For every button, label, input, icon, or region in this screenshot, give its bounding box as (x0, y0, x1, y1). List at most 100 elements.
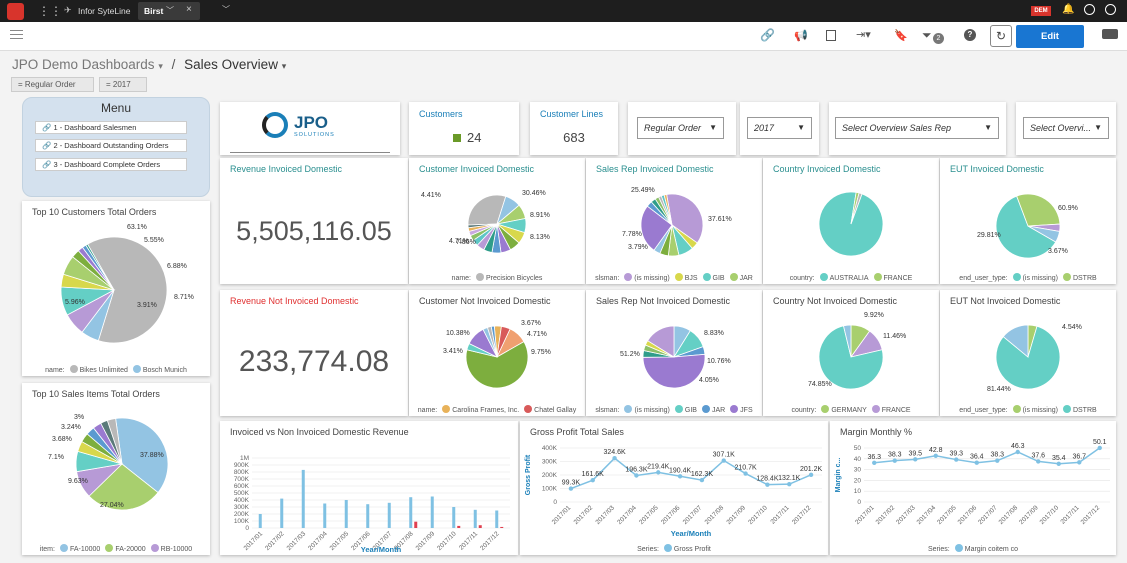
pie-slice[interactable] (642, 353, 706, 389)
legend-item[interactable]: (is missing) (634, 275, 670, 282)
close-icon[interactable]: × (186, 4, 192, 15)
pie-slice[interactable] (1027, 225, 1060, 243)
legend-item[interactable]: DSTRB (1072, 407, 1097, 414)
legend-item[interactable]: JAR (711, 407, 726, 414)
bar-invoiced[interactable] (344, 500, 348, 528)
bar-invoiced[interactable] (323, 503, 327, 529)
pie-slice[interactable] (843, 324, 852, 358)
bar-invoiced[interactable] (473, 509, 477, 528)
data-point[interactable] (568, 486, 574, 491)
data-point[interactable] (590, 477, 595, 483)
salesrep-select[interactable]: Select Overview Sales Rep ▼ (835, 117, 999, 139)
pie-chart[interactable]: 37.88% 27.04% 9.63% 7.1% 3.68% 3.24% 3% (22, 383, 210, 555)
bar-invoiced[interactable] (280, 498, 284, 528)
collapse-icon[interactable] (1102, 29, 1118, 39)
bar-invoiced[interactable] (387, 502, 391, 528)
breadcrumb-parent[interactable]: JPO Demo Dashboards (12, 57, 155, 72)
pie-slice[interactable] (106, 417, 123, 465)
data-point[interactable] (612, 455, 617, 461)
filter-chip-order[interactable]: = Regular Order (11, 77, 94, 92)
pie-chart[interactable]: 37.61% 3.79% 7.78% 25.49% (586, 158, 762, 284)
filter-chip-year[interactable]: = 2017 (99, 77, 147, 92)
pie-chart[interactable]: 9.92% 11.46% 74.85% (763, 290, 939, 416)
pie-chart[interactable]: 30.46% 8.91% 8.13% 7.86%4.71% 4.41% (409, 158, 585, 284)
pie-slice[interactable] (467, 223, 498, 229)
pie-slice[interactable] (663, 194, 673, 226)
pie-slice[interactable] (666, 193, 704, 244)
refresh-button[interactable]: ↻ (990, 25, 1012, 47)
bar-invoiced[interactable] (452, 507, 456, 528)
data-point[interactable] (787, 481, 792, 487)
menu-item-outstanding[interactable]: 🔗 2 - Dashboard Outstanding Orders (35, 139, 187, 152)
overview-select[interactable]: Select Overvi... ▼ (1023, 117, 1109, 139)
legend-item[interactable]: FA-10000 (69, 546, 101, 553)
bar-invoiced[interactable] (430, 496, 434, 529)
bell-icon[interactable]: 🔔 (1062, 4, 1075, 15)
data-point[interactable] (699, 477, 705, 483)
data-point[interactable] (892, 458, 897, 463)
series-line[interactable] (874, 447, 1101, 465)
legend-item[interactable]: GERMANY (831, 407, 867, 414)
data-point[interactable] (995, 458, 1000, 463)
pie-chart[interactable]: 4.54% 81.44% (940, 290, 1116, 416)
pie-chart[interactable]: 3.67% 4.71% 9.75% 3.41% 10.38% (409, 290, 585, 416)
apps-grid-icon[interactable]: ⋮⋮ (38, 4, 62, 18)
app-name[interactable]: Infor SyteLine (78, 6, 131, 16)
legend-item[interactable]: DSTRB (1072, 275, 1097, 282)
series-line[interactable] (570, 457, 812, 490)
hamburger-icon[interactable] (10, 30, 23, 39)
pie-slice[interactable] (850, 192, 863, 225)
pie-slice[interactable] (1002, 324, 1029, 358)
pie-chart[interactable]: 63.1% 5.55% 6.88% 8.71% 3.91% 5.96% (22, 201, 210, 376)
legend-item[interactable]: Chatel Gallay (534, 407, 577, 414)
tab-list-chevron-icon[interactable]: ﹀ (222, 5, 230, 14)
chevron-down-icon[interactable]: ▾ (281, 61, 287, 71)
announce-icon[interactable]: 📢 (794, 30, 808, 42)
legend-item[interactable]: FA-20000 (115, 546, 146, 553)
data-point[interactable] (954, 457, 959, 462)
chevron-down-icon[interactable]: ▾ (158, 61, 163, 71)
pie-slice[interactable] (995, 195, 1057, 259)
pie-slice[interactable] (85, 243, 115, 291)
data-point[interactable] (721, 458, 726, 463)
data-point[interactable] (1015, 449, 1020, 455)
legend-item[interactable]: Precision Bicycles (486, 275, 543, 282)
pie-slice[interactable] (115, 417, 169, 494)
bookmark-icon[interactable]: 🔖 (894, 30, 908, 42)
help-icon[interactable] (1084, 4, 1095, 15)
legend-item[interactable]: JFS (740, 407, 753, 414)
data-point[interactable] (634, 473, 639, 478)
legend-item[interactable]: Margin coitem co (964, 546, 1019, 553)
menu-item-salesmen[interactable]: 🔗 1 - Dashboard Salesmen (35, 121, 187, 134)
pie-slice[interactable] (995, 325, 1061, 390)
bar-not-invoiced[interactable] (478, 525, 482, 528)
order-type-select[interactable]: Regular Order ▼ (637, 117, 724, 139)
chevron-down-icon[interactable]: ﹀ (166, 6, 174, 15)
pie-chart[interactable] (763, 158, 939, 284)
page-title[interactable]: Sales Overview (184, 57, 278, 72)
pie-slice[interactable] (88, 463, 159, 511)
data-point[interactable] (1097, 445, 1102, 451)
legend-item[interactable]: (is missing) (1022, 275, 1058, 282)
data-point[interactable] (765, 482, 770, 487)
year-select[interactable]: 2017 ▼ (747, 117, 812, 139)
export-icon[interactable]: ⇥▾ (856, 29, 871, 41)
pie-slice[interactable] (465, 341, 529, 389)
edit-button[interactable]: Edit (1016, 25, 1084, 48)
legend-item[interactable]: AUSTRALIA (829, 275, 869, 282)
pie-chart[interactable]: 60.9% 29.81% 3.67% (940, 158, 1116, 284)
pie-slice[interactable] (640, 205, 673, 251)
help-circle-icon[interactable]: ? (964, 29, 976, 41)
data-point[interactable] (872, 460, 877, 465)
pie-slice[interactable] (647, 325, 675, 358)
link-icon[interactable]: 🔗 (760, 28, 775, 42)
legend-item[interactable]: FRANCE (881, 407, 911, 414)
bar-not-invoiced[interactable] (414, 521, 418, 528)
bar-invoiced[interactable] (258, 514, 262, 528)
legend-item[interactable]: (is missing) (1022, 407, 1058, 414)
data-point[interactable] (808, 472, 814, 478)
bar-invoiced[interactable] (366, 504, 370, 528)
legend-item[interactable]: JAR (739, 275, 753, 282)
